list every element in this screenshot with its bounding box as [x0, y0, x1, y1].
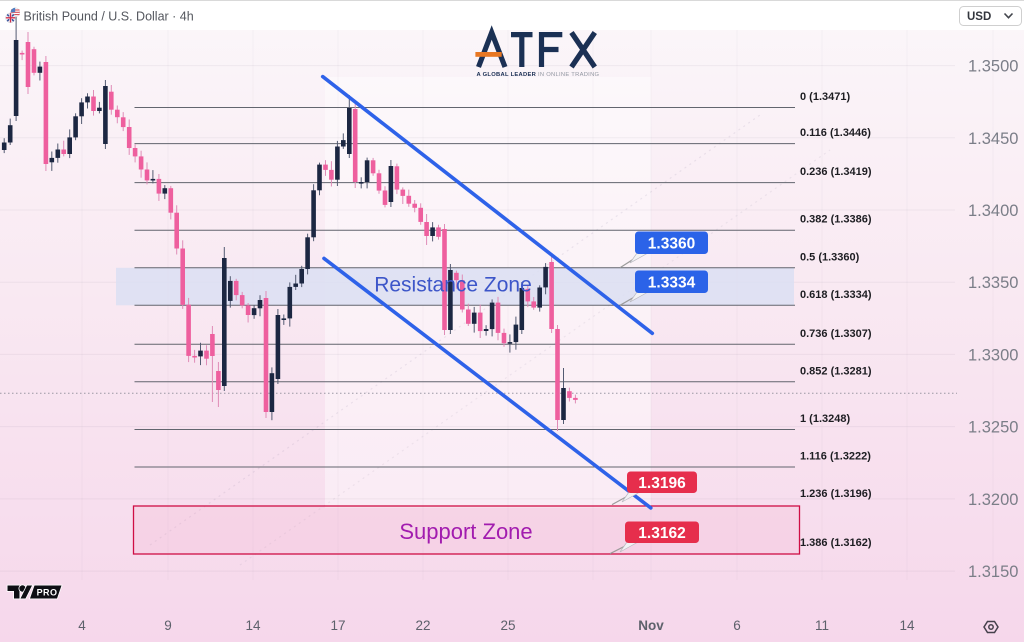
svg-text:0.852 (1.3281): 0.852 (1.3281)	[800, 365, 872, 377]
svg-text:1.236 (1.3196): 1.236 (1.3196)	[800, 488, 872, 500]
svg-text:A GLOBAL LEADER IN ONLINE TRAD: A GLOBAL LEADER IN ONLINE TRADING	[477, 72, 600, 78]
svg-text:0.5 (1.3360): 0.5 (1.3360)	[800, 251, 860, 263]
svg-text:0.382 (1.3386): 0.382 (1.3386)	[800, 214, 872, 226]
svg-text:1.3400: 1.3400	[968, 202, 1018, 220]
svg-text:1.3350: 1.3350	[968, 274, 1018, 292]
svg-text:British Pound / U.S. Dollar ·: British Pound / U.S. Dollar · 4h	[24, 10, 194, 24]
svg-text:1.116 (1.3222): 1.116 (1.3222)	[800, 451, 871, 463]
svg-text:0.618 (1.3334): 0.618 (1.3334)	[800, 289, 872, 301]
svg-text:17: 17	[330, 618, 345, 633]
svg-text:1.3334: 1.3334	[648, 274, 696, 291]
svg-text:1.3250: 1.3250	[968, 419, 1018, 437]
svg-text:22: 22	[415, 618, 430, 633]
svg-text:1.3500: 1.3500	[968, 58, 1018, 76]
svg-text:1.3196: 1.3196	[638, 475, 686, 492]
svg-text:0.116 (1.3446): 0.116 (1.3446)	[800, 127, 871, 139]
svg-text:1.3150: 1.3150	[968, 563, 1018, 581]
svg-text:1 (1.3248): 1 (1.3248)	[800, 413, 850, 425]
svg-text:Support Zone: Support Zone	[399, 519, 532, 544]
svg-text:1.3200: 1.3200	[968, 491, 1018, 509]
svg-text:1.3300: 1.3300	[968, 346, 1018, 364]
svg-text:USD: USD	[967, 11, 991, 23]
svg-text:PRO: PRO	[37, 588, 58, 598]
svg-text:11: 11	[815, 618, 829, 633]
svg-text:Resistance Zone: Resistance Zone	[374, 274, 532, 297]
svg-text:0.736 (1.3307): 0.736 (1.3307)	[800, 328, 872, 340]
svg-text:25: 25	[500, 618, 515, 633]
svg-text:14: 14	[899, 618, 915, 633]
svg-text:1.386 (1.3162): 1.386 (1.3162)	[800, 537, 872, 549]
svg-text:0.236 (1.3419): 0.236 (1.3419)	[800, 166, 872, 178]
svg-text:14: 14	[245, 618, 261, 633]
svg-text:6: 6	[733, 618, 741, 633]
svg-text:1.3162: 1.3162	[638, 525, 685, 542]
svg-text:1.3360: 1.3360	[648, 235, 695, 252]
svg-text:1.3450: 1.3450	[968, 130, 1018, 148]
svg-text:Nov: Nov	[638, 618, 664, 633]
svg-text:0 (1.3471): 0 (1.3471)	[800, 91, 850, 103]
svg-text:4: 4	[78, 618, 86, 633]
svg-text:9: 9	[164, 618, 172, 633]
